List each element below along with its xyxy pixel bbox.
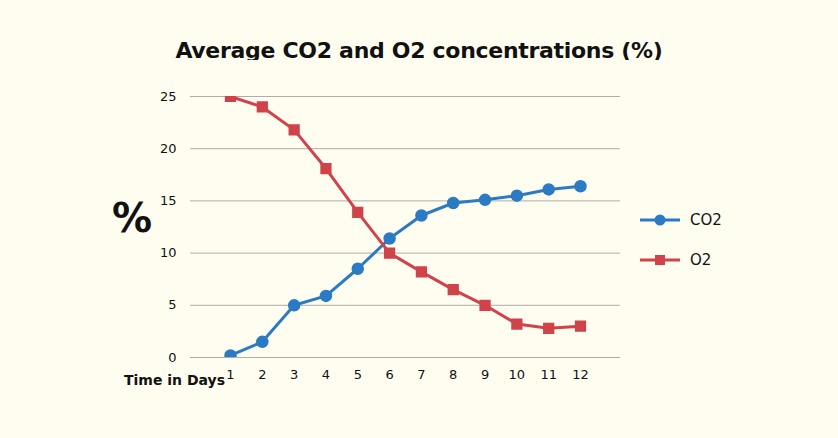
html-text:O2: O2 <box>690 251 712 269</box>
svg-text:10: 10 <box>160 245 177 260</box>
svg-text:2: 2 <box>258 367 266 382</box>
svg-text:11: 11 <box>540 367 557 382</box>
svg-text:20: 20 <box>160 141 177 156</box>
html-text:Average CO2 and O2 concentrati: Average CO2 and O2 concentrations (%) <box>175 38 663 63</box>
svg-text:1: 1 <box>226 367 234 382</box>
svg-text:25: 25 <box>160 89 177 104</box>
svg-text:3: 3 <box>290 367 298 382</box>
svg-text:5: 5 <box>168 297 176 312</box>
svg-text:12: 12 <box>572 367 589 382</box>
svg-text:4: 4 <box>322 367 330 382</box>
svg-text:8: 8 <box>449 367 457 382</box>
svg-text:7: 7 <box>417 367 425 382</box>
html-text:CO2: CO2 <box>690 211 722 229</box>
svg-text:6: 6 <box>385 367 393 382</box>
svg-text:10: 10 <box>509 367 526 382</box>
svg-text:9: 9 <box>481 367 489 382</box>
html-text:Time in Days: Time in Days <box>124 372 225 388</box>
svg-text:5: 5 <box>354 367 362 382</box>
svg-text:15: 15 <box>160 193 177 208</box>
svg-text:0: 0 <box>168 350 176 365</box>
